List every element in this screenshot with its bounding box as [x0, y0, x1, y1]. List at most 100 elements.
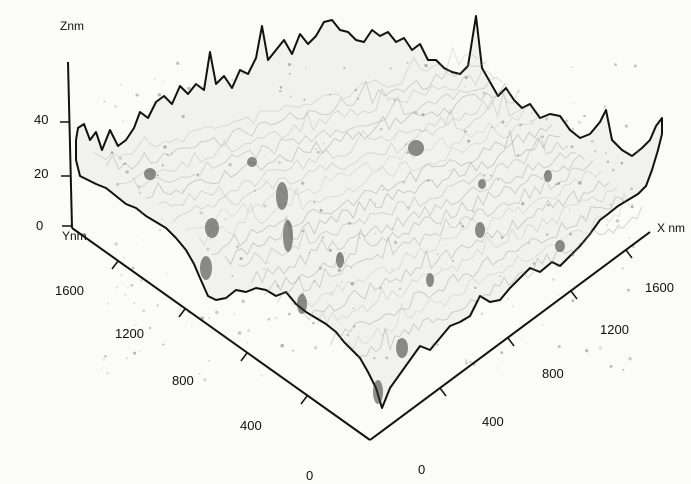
surface-speck [279, 86, 283, 89]
surface-speck [491, 126, 493, 128]
surface-pit [200, 256, 212, 280]
surface-speck [274, 316, 278, 320]
surface-speck [148, 326, 152, 330]
surface-speck [633, 64, 637, 68]
surface-ridge-line [238, 134, 569, 267]
surface-ridge-line [93, 46, 479, 161]
surface-speck [104, 355, 107, 358]
surface-speck [159, 229, 161, 232]
surface-speck [138, 185, 141, 188]
surface-speck [123, 293, 127, 296]
surface-speck [231, 79, 234, 81]
surface-speck [530, 112, 533, 114]
axes [60, 61, 651, 441]
surface-speck [187, 86, 191, 91]
surface-speck [303, 98, 306, 101]
x-tick-label-1600: 1600 [645, 280, 674, 295]
surface-speck [583, 216, 585, 218]
surface-speck [604, 152, 607, 154]
surface-speck [404, 143, 407, 146]
surface-speck [449, 169, 451, 172]
x-tick-400 [439, 387, 447, 397]
surface-speck [358, 236, 361, 239]
surface-speck [162, 80, 164, 82]
y-tick-label-1600: 1600 [55, 283, 84, 298]
surface-speck [463, 129, 467, 133]
surface-speck [161, 217, 163, 220]
surface-pit [373, 380, 383, 404]
surface-speck [606, 224, 608, 226]
surface-speck [545, 233, 549, 237]
surface-pit [336, 252, 344, 268]
surface-speck [288, 312, 291, 316]
surface-ridge-line [171, 92, 528, 224]
surface-ridge-line [224, 130, 561, 266]
surface-speck [170, 152, 173, 155]
surface-speck [263, 180, 265, 182]
surface-speck [564, 119, 569, 123]
x-tick-800 [507, 337, 515, 347]
surface-speck [571, 66, 573, 69]
surface-speck [319, 208, 323, 212]
surface-speck [419, 128, 421, 131]
surface-speck [292, 349, 294, 352]
surface-speck [436, 343, 439, 346]
x-axis-line [369, 231, 651, 441]
y-tick-label-400: 400 [240, 418, 262, 433]
surface-speck [313, 346, 318, 350]
surface-speck [483, 174, 486, 177]
surface-speck [300, 292, 305, 296]
surface-speck [182, 190, 185, 192]
surface-speck [517, 90, 520, 93]
surface-speck [138, 350, 141, 353]
surface-speck [115, 286, 119, 289]
surface-speck [614, 63, 617, 66]
surface-speck [196, 174, 199, 177]
surface-speck [260, 374, 263, 377]
surface-speck [253, 189, 256, 192]
surface-speck [571, 127, 575, 132]
surface-speck [530, 119, 533, 123]
surface-speck [206, 247, 210, 251]
surface-speck [500, 236, 504, 240]
surface-speck [532, 262, 536, 265]
surface-speck [393, 240, 398, 245]
surface-speck [374, 203, 377, 205]
surface-speck [357, 97, 360, 100]
surface-speck [279, 89, 282, 93]
surface-speck [474, 286, 477, 290]
surface-speck [431, 343, 436, 347]
x-tick-label-0: 0 [418, 462, 425, 477]
surface-speck [636, 150, 640, 154]
surface-speck [103, 100, 105, 103]
surface-speck [163, 145, 167, 149]
surface-speck [312, 280, 316, 283]
surface-speck [133, 302, 136, 305]
surface-speck [349, 266, 353, 270]
surface-speck [277, 160, 282, 165]
surface-speck [467, 139, 471, 143]
surface-speck [233, 312, 236, 315]
x-tick-label-800: 800 [542, 366, 564, 381]
surface-speck [414, 111, 418, 115]
surface-speck [427, 179, 430, 182]
surface-pit [144, 168, 156, 180]
surface-speck [617, 227, 620, 230]
surface-speck [110, 151, 114, 155]
surface-speck [322, 142, 325, 145]
surface-speck [385, 356, 389, 360]
surface-speck [393, 98, 396, 102]
surface-speck [541, 324, 544, 326]
surface-speck [316, 150, 320, 154]
surface-speck [382, 188, 385, 191]
surface-speck [497, 178, 500, 181]
surface-ridge-line [198, 115, 544, 246]
surface-speck [165, 273, 168, 275]
surface-speck [127, 286, 129, 289]
surface-speck [571, 253, 575, 257]
surface-speck [196, 173, 200, 176]
surface-speck [140, 279, 143, 282]
surface-speck [215, 310, 219, 315]
